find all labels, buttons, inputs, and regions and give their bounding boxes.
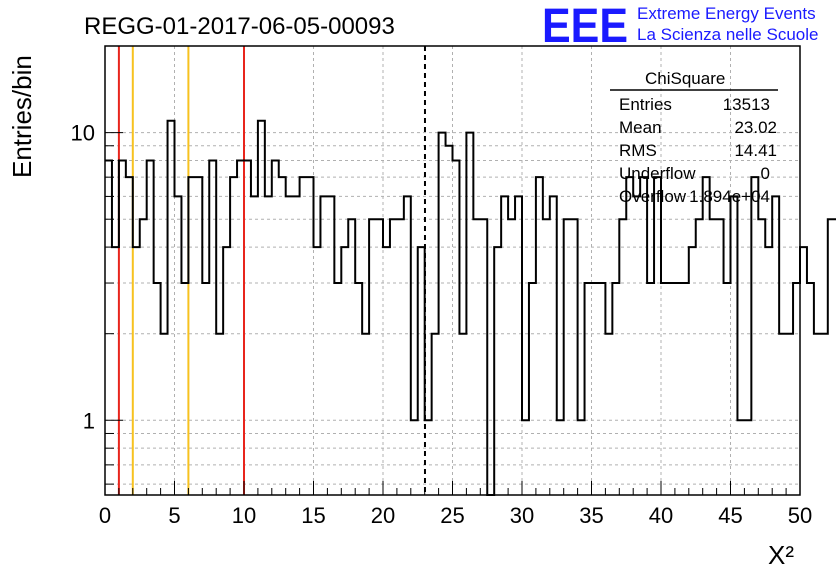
logo-line-2: La Scienza nelle Scuole	[637, 25, 818, 44]
x-tick-label: 15	[301, 503, 325, 528]
stat-value-mean: 23.02	[734, 118, 777, 137]
x-tick-label: 40	[649, 503, 673, 528]
stat-label-underflow: Underflow	[619, 164, 696, 183]
x-tick-label: 5	[168, 503, 180, 528]
x-tick-label: 20	[371, 503, 395, 528]
histogram-series	[105, 119, 836, 496]
x-tick-label: 30	[510, 503, 534, 528]
stat-value-overflow: 1.894e+04	[689, 187, 770, 206]
y-axis-title: Entries/bin	[7, 55, 37, 178]
y-tick-label: 1	[83, 408, 95, 433]
chart-title: REGG-01-2017-06-05-00093	[84, 13, 395, 40]
logo-line-1: Extreme Energy Events	[637, 4, 816, 23]
reference-lines	[117, 46, 426, 495]
x-tick-label: 45	[718, 503, 742, 528]
stat-value-entries: 13513	[723, 95, 770, 114]
axis-ticks: 0 5 10 15 20 25 30 35 40 45 50 1 10	[71, 121, 813, 528]
x-tick-label: 25	[440, 503, 464, 528]
x-tick-label: 10	[232, 503, 256, 528]
y-tick-label: 10	[71, 121, 95, 146]
stat-label-entries: Entries	[619, 95, 672, 114]
grid-lines	[105, 46, 800, 495]
x-tick-label: 35	[579, 503, 603, 528]
stat-label-mean: Mean	[619, 118, 662, 137]
stat-label-rms: RMS	[619, 141, 657, 160]
stats-box-name: ChiSquare	[645, 69, 725, 88]
stat-value-rms: 14.41	[734, 141, 777, 160]
stat-label-overflow: Overflow	[619, 187, 687, 206]
eee-logo: EEE	[542, 0, 628, 53]
statistics-box: ChiSquare Entries 13513 Mean 23.02 RMS 1…	[610, 69, 778, 206]
x-tick-label: 0	[99, 503, 111, 528]
x-axis-title: X²	[768, 540, 794, 570]
stat-value-underflow: 0	[761, 164, 770, 183]
x-tick-label: 50	[788, 503, 812, 528]
